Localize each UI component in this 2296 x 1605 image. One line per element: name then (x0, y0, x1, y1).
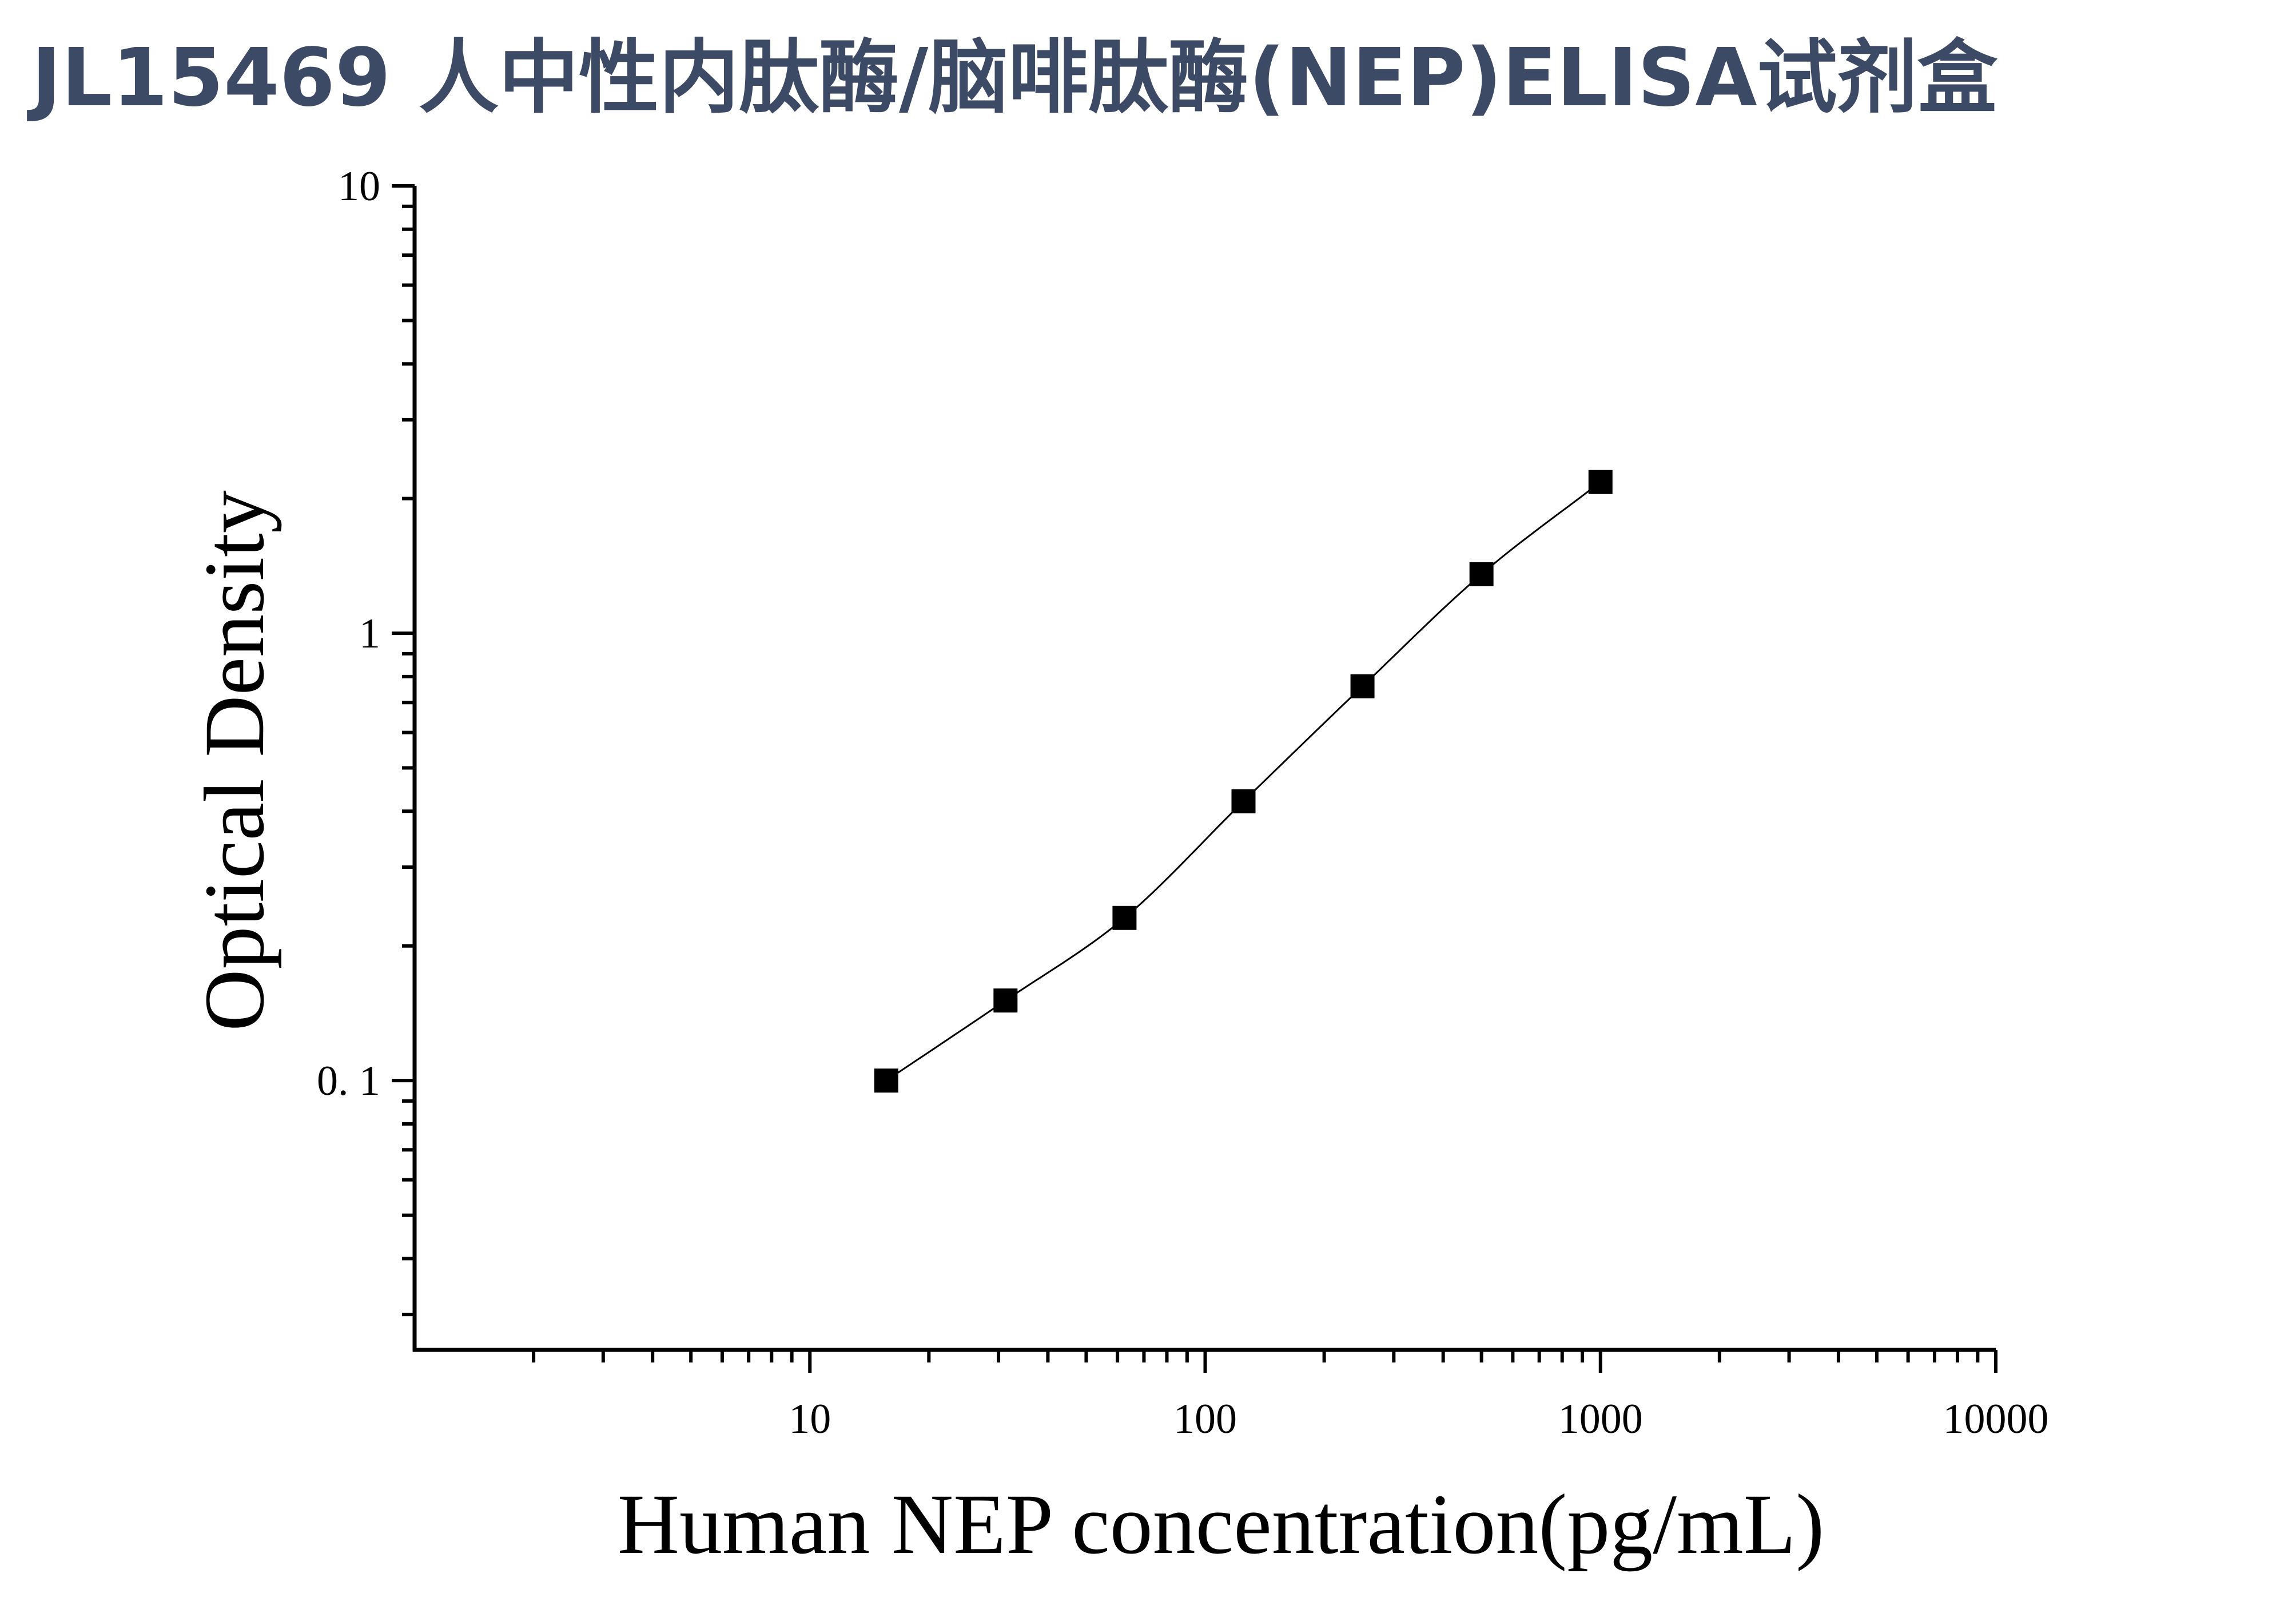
y-tick-label: 10 (338, 163, 380, 210)
y-axis-title: Optical Density (187, 490, 282, 1031)
data-points (874, 470, 1613, 1093)
x-tick-label: 100 (1173, 1396, 1237, 1443)
y-tick-label: 0. 1 (317, 1058, 380, 1105)
x-tick-label: 10000 (1943, 1396, 2049, 1443)
chart-axes (412, 186, 1996, 1352)
x-tick-label: 1000 (1558, 1396, 1643, 1443)
data-point (874, 1068, 898, 1093)
page-title: JL15469 人中性内肽酶/脑啡肽酶(NEP)ELISA试剂盒 (31, 31, 1997, 125)
chart-ticks: 10 100 1000 10000 0. 1 1 10 (317, 163, 2049, 1443)
data-point (1112, 905, 1137, 930)
x-tick-label: 10 (789, 1396, 831, 1443)
data-point (1469, 562, 1494, 586)
data-point (993, 988, 1018, 1013)
data-point (1231, 789, 1256, 813)
x-axis-title: Human NEP concentration(pg/mL) (618, 1477, 1825, 1572)
data-point (1588, 470, 1613, 494)
data-point (1350, 674, 1375, 698)
y-tick-label: 1 (359, 610, 380, 657)
